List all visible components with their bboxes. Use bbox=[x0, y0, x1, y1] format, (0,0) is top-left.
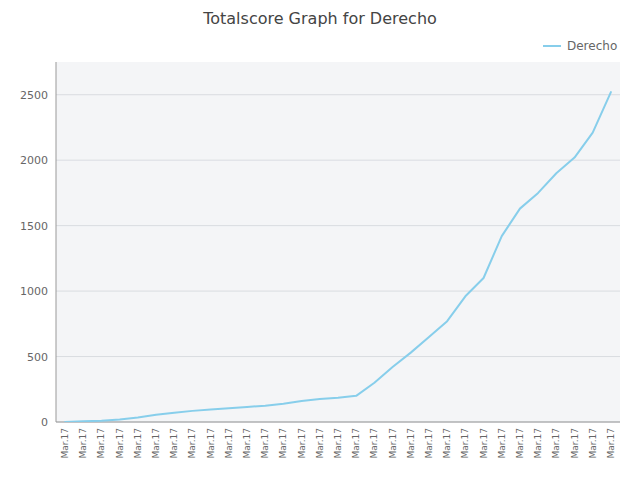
x-tick-label: Mar.17 bbox=[570, 428, 580, 458]
x-tick-label: Mar.17 bbox=[187, 428, 197, 458]
y-tick-label: 500 bbox=[27, 351, 48, 364]
x-tick-label: Mar.17 bbox=[333, 428, 343, 458]
x-tick-label: Mar.17 bbox=[133, 428, 143, 458]
x-tick-label: Mar.17 bbox=[460, 428, 470, 458]
x-tick-label: Mar.17 bbox=[351, 428, 361, 458]
legend: Derecho bbox=[543, 39, 617, 53]
x-tick-label: Mar.17 bbox=[551, 428, 561, 458]
x-tick-label: Mar.17 bbox=[115, 428, 125, 458]
x-tick-label: Mar.17 bbox=[388, 428, 398, 458]
chart-container: 0 500 1000 1500 2000 2500 Mar.17 Mar.17 Mar.17 Ma… bbox=[0, 0, 640, 480]
x-tick-label: Mar.17 bbox=[260, 428, 270, 458]
x-tick-label: Mar.17 bbox=[278, 428, 288, 458]
legend-label: Derecho bbox=[567, 39, 617, 53]
x-tick-label: Mar.17 bbox=[515, 428, 525, 458]
x-tick-label: Mar.17 bbox=[297, 428, 307, 458]
x-tick-label: Mar.17 bbox=[369, 428, 379, 458]
x-tick-label: Mar.17 bbox=[533, 428, 543, 458]
grid-line bbox=[56, 356, 620, 357]
x-axis-line bbox=[56, 422, 620, 423]
x-tick-label: Mar.17 bbox=[224, 428, 234, 458]
x-tick-label: Mar.17 bbox=[479, 428, 489, 458]
x-tick-label: Mar.17 bbox=[606, 428, 616, 458]
grid-line bbox=[56, 160, 620, 161]
x-tick-label: Mar.17 bbox=[78, 428, 88, 458]
y-tick-label: 0 bbox=[41, 416, 48, 429]
legend-swatch bbox=[543, 45, 561, 47]
grid-line bbox=[56, 94, 620, 95]
x-tick-label: Mar.17 bbox=[60, 428, 70, 458]
x-tick-label: Mar.17 bbox=[242, 428, 252, 458]
y-tick-label: 2500 bbox=[20, 89, 48, 102]
x-tick-label: Mar.17 bbox=[588, 428, 598, 458]
grid-line bbox=[56, 291, 620, 292]
grid-line bbox=[56, 422, 620, 423]
x-tick-label: Mar.17 bbox=[442, 428, 452, 458]
x-tick-label: Mar.17 bbox=[424, 428, 434, 458]
title: Totalscore Graph for Derecho bbox=[202, 9, 437, 28]
x-tick-label: Mar.17 bbox=[151, 428, 161, 458]
x-tick-label: Mar.17 bbox=[206, 428, 216, 458]
grid-line bbox=[56, 225, 620, 226]
y-axis-line bbox=[56, 62, 57, 422]
x-tick-label: Mar.17 bbox=[497, 428, 507, 458]
x-tick-label: Mar.17 bbox=[315, 428, 325, 458]
x-tick-label: Mar.17 bbox=[96, 428, 106, 458]
x-tick-label: Mar.17 bbox=[169, 428, 179, 458]
y-tick-label: 1500 bbox=[20, 220, 48, 233]
plot-background bbox=[56, 62, 620, 422]
y-tick-label: 2000 bbox=[20, 154, 48, 167]
line bbox=[65, 92, 611, 422]
chart: 0 500 1000 1500 2000 2500 Mar.17 Mar.17 Mar.17 Ma… bbox=[0, 0, 640, 480]
y-tick-label: 1000 bbox=[20, 285, 48, 298]
plot-area bbox=[65, 92, 611, 422]
x-tick-label: Mar.17 bbox=[406, 428, 416, 458]
